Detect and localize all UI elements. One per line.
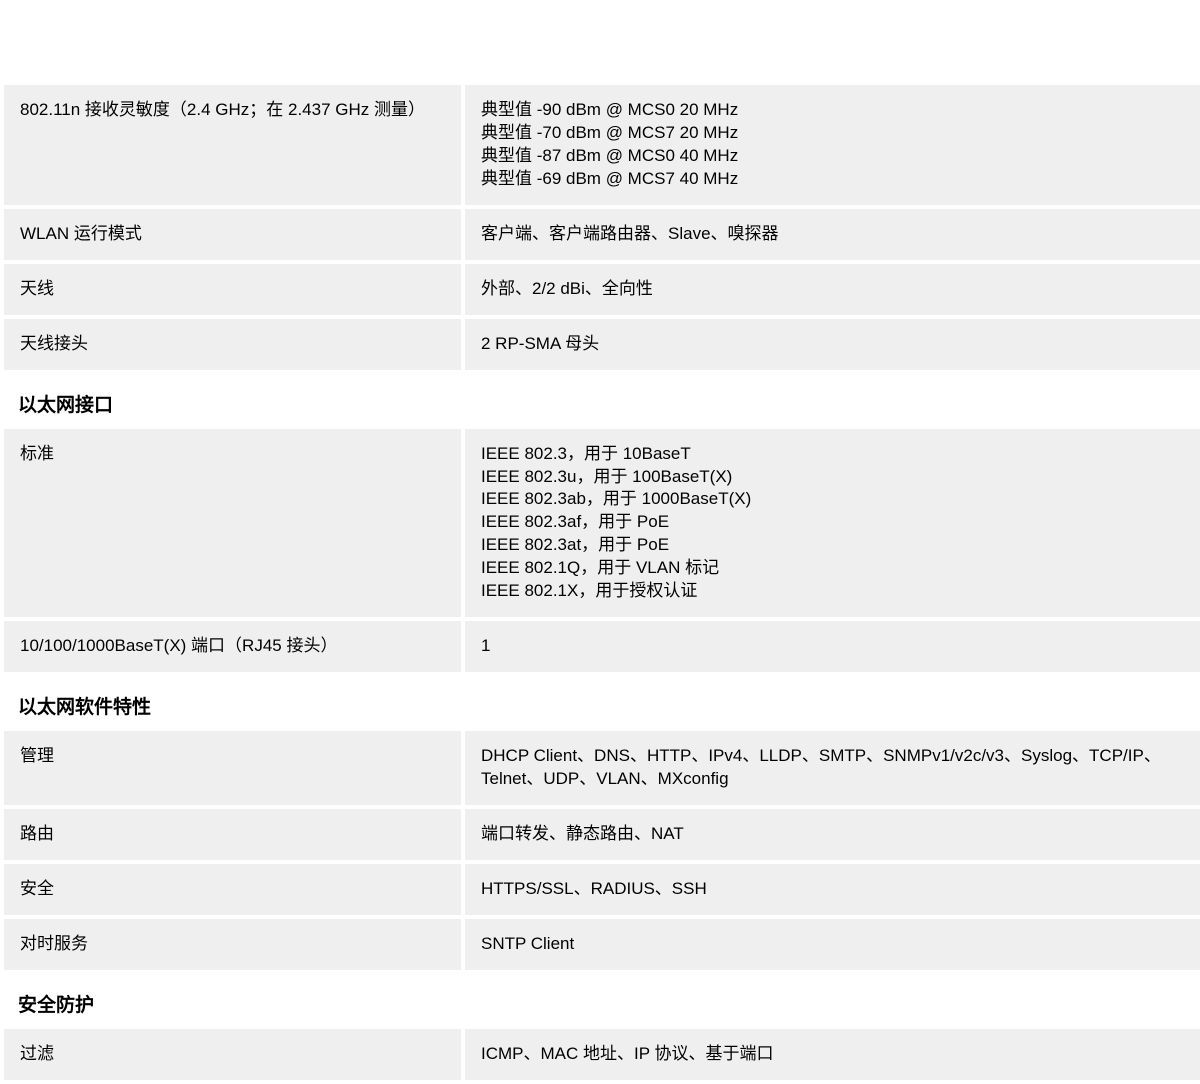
section-header: 安全防护 — [4, 974, 1200, 1029]
spec-value: IEEE 802.3，用于 10BaseT IEEE 802.3u，用于 100… — [465, 429, 1200, 618]
spec-label: 安全 — [4, 864, 461, 915]
spec-label: 对时服务 — [4, 919, 461, 970]
spec-value: 典型值 -90 dBm @ MCS0 20 MHz 典型值 -70 dBm @ … — [465, 85, 1200, 205]
spec-label: 标准 — [4, 429, 461, 618]
spec-row: WLAN 运行模式客户端、客户端路由器、Slave、嗅探器 — [4, 209, 1200, 260]
spec-value: ICMP、MAC 地址、IP 协议、基于端口 — [465, 1029, 1200, 1080]
spec-row: 路由端口转发、静态路由、NAT — [4, 809, 1200, 860]
spec-label: WLAN 运行模式 — [4, 209, 461, 260]
spec-value: 1 — [465, 621, 1200, 672]
spec-row: 标准IEEE 802.3，用于 10BaseT IEEE 802.3u，用于 1… — [4, 429, 1200, 618]
section-header: 以太网接口 — [4, 374, 1200, 429]
spec-row: 安全HTTPS/SSL、RADIUS、SSH — [4, 864, 1200, 915]
spec-label: 管理 — [4, 731, 461, 805]
spec-row: 对时服务SNTP Client — [4, 919, 1200, 970]
spec-value: 端口转发、静态路由、NAT — [465, 809, 1200, 860]
spec-table-container: 802.11n 接收灵敏度（2.4 GHz；在 2.437 GHz 测量）典型值… — [0, 85, 1200, 1080]
spec-label: 路由 — [4, 809, 461, 860]
section-header: 以太网软件特性 — [4, 676, 1200, 731]
spec-value: HTTPS/SSL、RADIUS、SSH — [465, 864, 1200, 915]
spec-label: 过滤 — [4, 1029, 461, 1080]
spec-label: 天线接头 — [4, 319, 461, 370]
spec-row: 天线外部、2/2 dBi、全向性 — [4, 264, 1200, 315]
spec-value: SNTP Client — [465, 919, 1200, 970]
spec-row: 管理DHCP Client、DNS、HTTP、IPv4、LLDP、SMTP、SN… — [4, 731, 1200, 805]
spec-row: 10/100/1000BaseT(X) 端口（RJ45 接头）1 — [4, 621, 1200, 672]
spec-row: 802.11n 接收灵敏度（2.4 GHz；在 2.437 GHz 测量）典型值… — [4, 85, 1200, 205]
spec-row: 过滤ICMP、MAC 地址、IP 协议、基于端口 — [4, 1029, 1200, 1080]
spec-value: 客户端、客户端路由器、Slave、嗅探器 — [465, 209, 1200, 260]
spec-value: 2 RP-SMA 母头 — [465, 319, 1200, 370]
spec-label: 天线 — [4, 264, 461, 315]
spec-row: 天线接头2 RP-SMA 母头 — [4, 319, 1200, 370]
spec-value: 外部、2/2 dBi、全向性 — [465, 264, 1200, 315]
spec-value: DHCP Client、DNS、HTTP、IPv4、LLDP、SMTP、SNMP… — [465, 731, 1200, 805]
spec-label: 10/100/1000BaseT(X) 端口（RJ45 接头） — [4, 621, 461, 672]
spec-label: 802.11n 接收灵敏度（2.4 GHz；在 2.437 GHz 测量） — [4, 85, 461, 205]
